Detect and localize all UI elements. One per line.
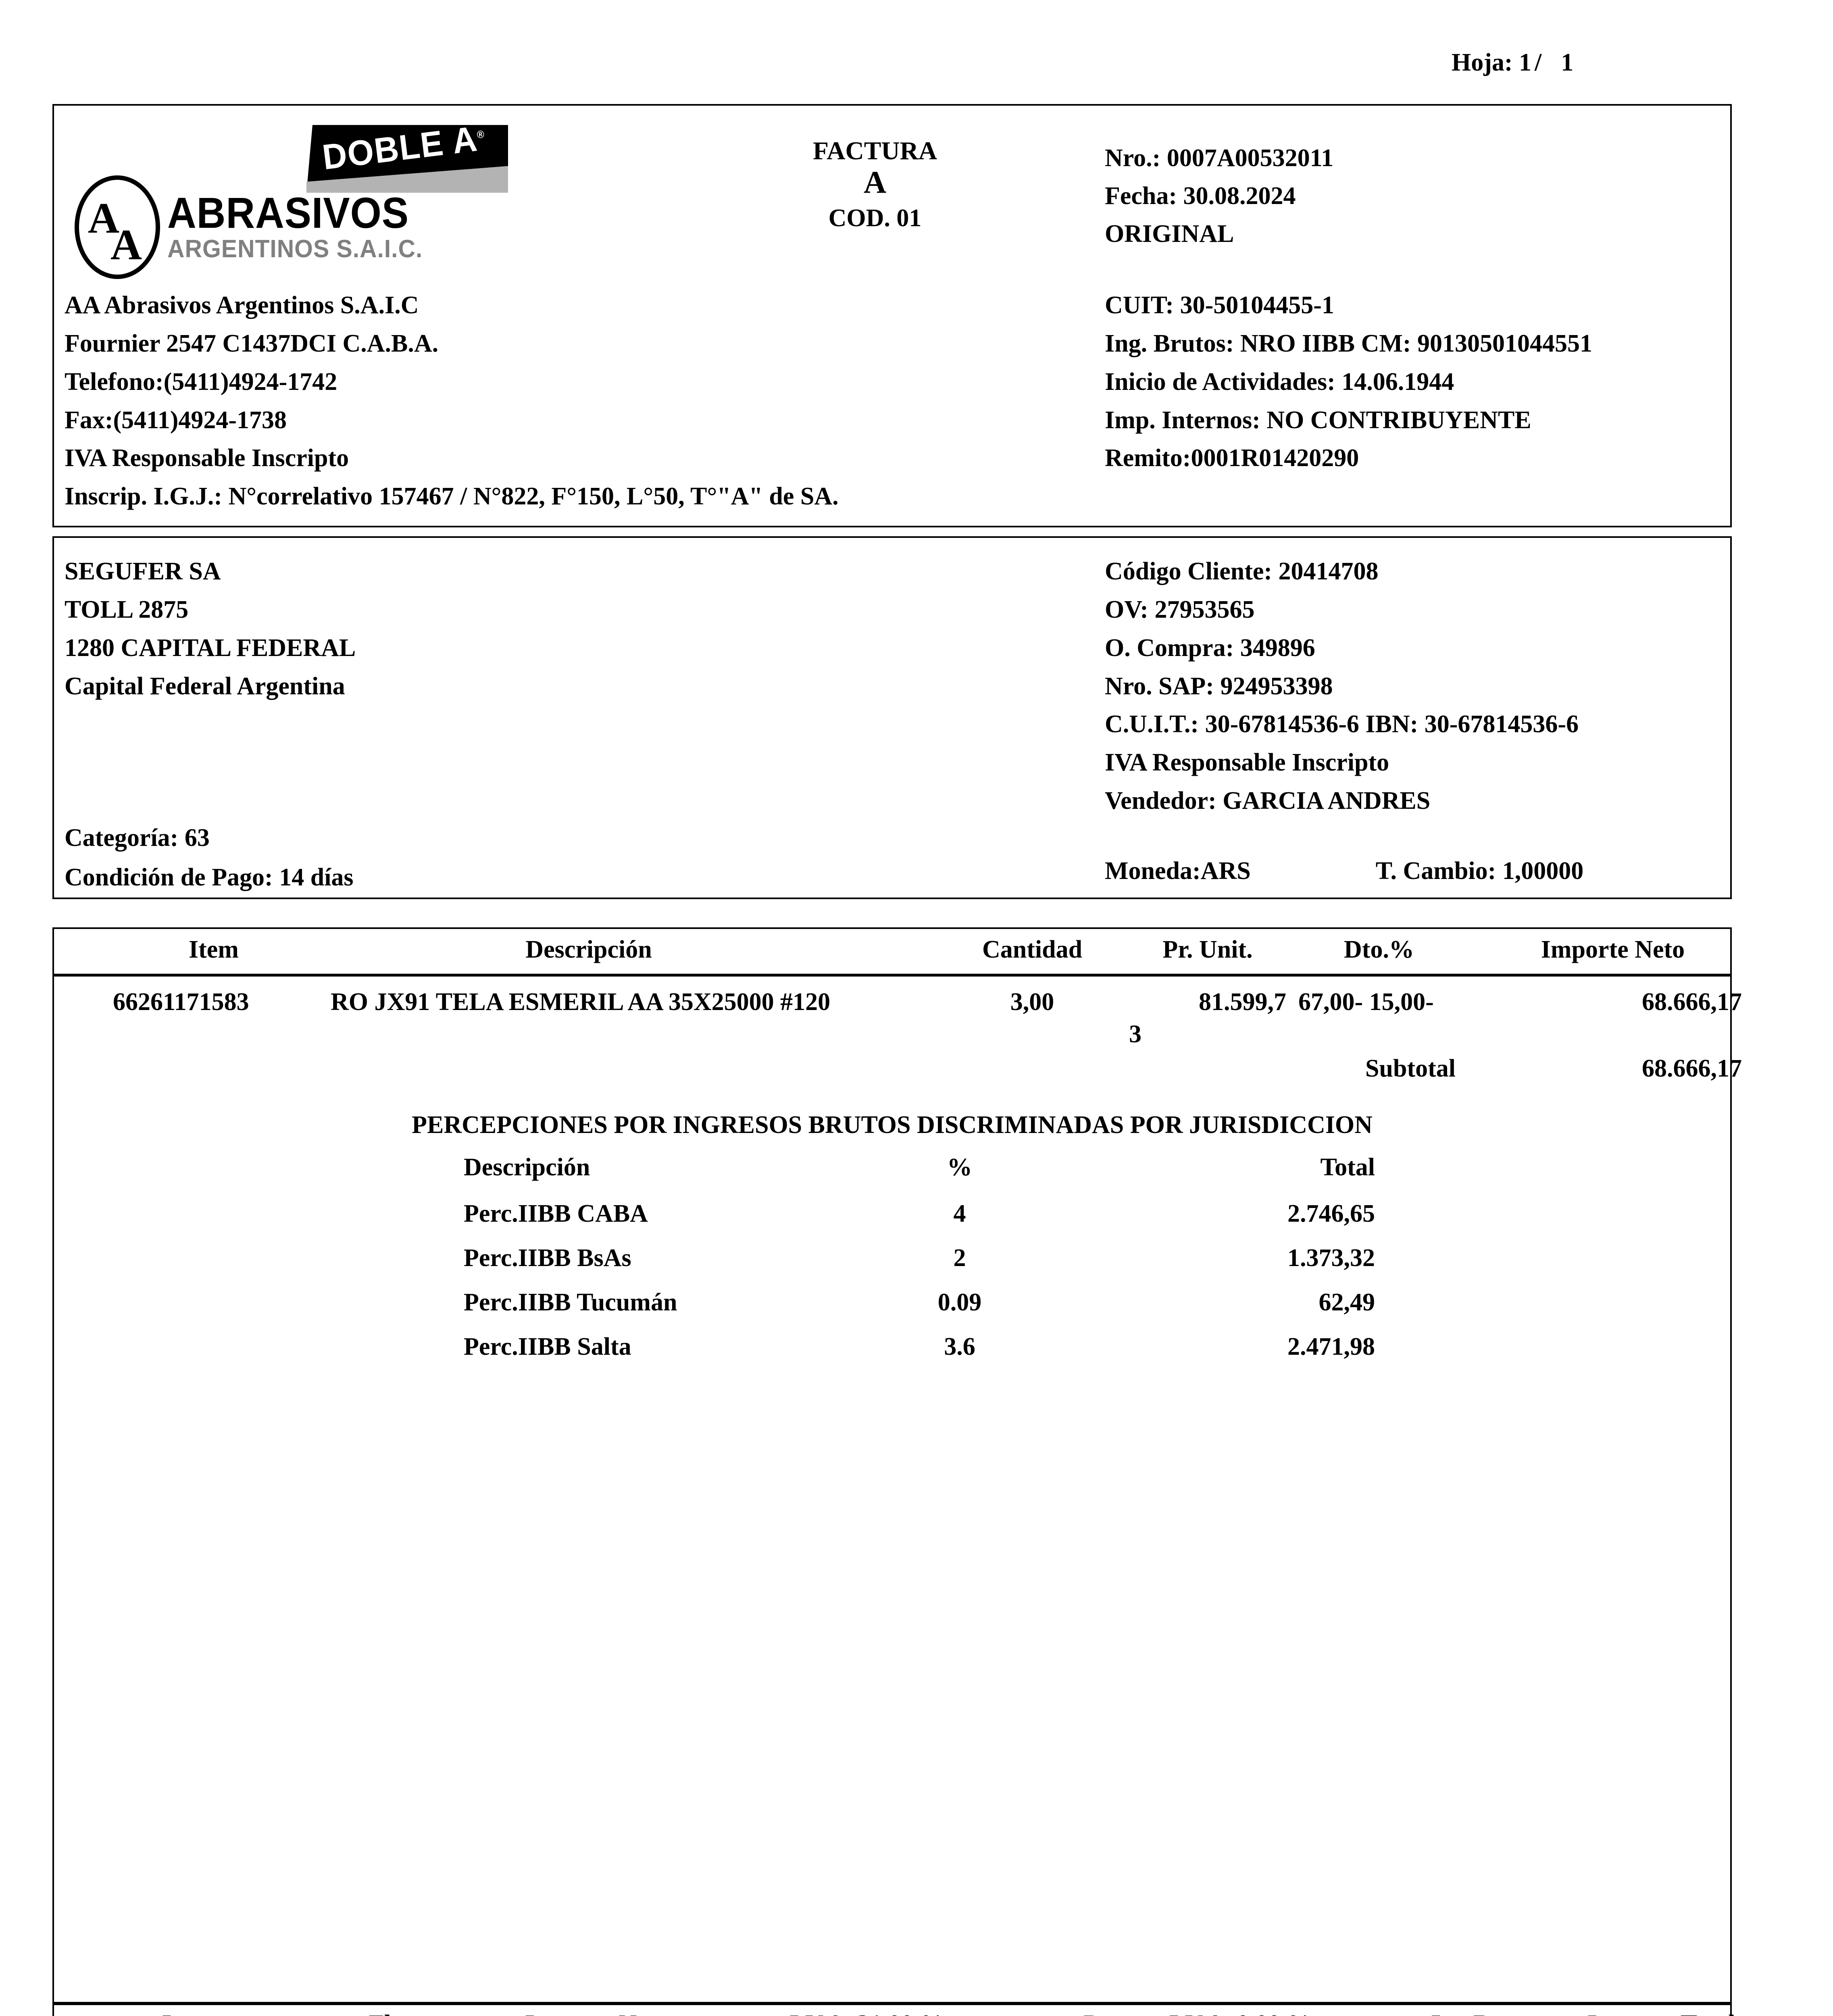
issuer-phone: Telefono:(5411)4924-1742 [65, 368, 337, 396]
registered-mark-icon: ® [476, 127, 486, 141]
customer-country: Capital Federal Argentina [65, 672, 345, 700]
perc-total: 2.746,65 [1287, 1200, 1375, 1227]
total-col-importe-total: Importe Total [1548, 2010, 1774, 2016]
subtotal-label: Subtotal [1365, 1055, 1456, 1082]
perc-pct: 0.09 [937, 1289, 982, 1316]
issuer-address: Fournier 2547 C1437DCI C.A.B.A. [65, 329, 439, 357]
issuer-details-right: CUIT: 30-50104455-1 Ing. Brutos: NRO IIB… [1105, 286, 1592, 477]
total-col-flete: Flete [331, 2010, 460, 2016]
issuer-name: AA Abrasivos Argentinos S.A.I.C [65, 292, 419, 319]
customer-details-right: Código Cliente: 20414708 OV: 27953565 O.… [1105, 552, 1579, 820]
cell-pr-unit: 81.599,7 [1199, 988, 1286, 1016]
exchange-rate-value: T. Cambio: 1,00000 [1375, 857, 1584, 885]
customer-box [52, 536, 1732, 899]
perc-pct: 3.6 [944, 1333, 975, 1360]
issuer-ingresos-brutos: Ing. Brutos: NRO IIBB CM: 90130501044551 [1105, 329, 1593, 357]
issuer-inicio-actividades: Inicio de Actividades: 14.06.1944 [1105, 368, 1454, 396]
subtotal-value: 68.666,17 [1642, 1055, 1742, 1082]
perc-pct: 4 [953, 1200, 966, 1227]
issuer-igj-registration: Inscrip. I.G.J.: N°correlativo 157467 / … [65, 483, 839, 510]
logo-letter-a-2: A [110, 221, 142, 269]
perc-col-header-pct: % [947, 1154, 972, 1181]
invoice-nro: Nro.: 0007A00532011 [1105, 144, 1334, 172]
perc-col-header-total: Total [1320, 1154, 1375, 1181]
invoice-fecha: Fecha: 30.08.2024 [1105, 182, 1296, 210]
page-number-header: Hoja: 1/1 [1452, 48, 1734, 77]
total-col-importe-neto: Importe Neto [476, 2010, 718, 2016]
total-col-ing-b: Ing.B. [1383, 2010, 1544, 2016]
logo-line-argentinos: ARGENTINOS S.A.I.C. [167, 235, 423, 263]
hoja-separator: / [1535, 49, 1542, 76]
customer-ov: OV: 27953565 [1105, 596, 1255, 623]
cell-cantidad: 3,00 [1010, 988, 1054, 1016]
issuer-fax: Fax:(5411)4924-1738 [65, 406, 287, 434]
cell-item-code: 66261171583 [113, 988, 249, 1016]
customer-code: Código Cliente: 20414708 [1105, 558, 1379, 585]
col-header-descripcion: Descripción [525, 936, 652, 963]
currency-row: Moneda:ARS T. Cambio: 1,00000 [1105, 857, 1583, 885]
logo-wordmark: ABRASIVOS ARGENTINOS S.A.I.C. [167, 191, 436, 263]
customer-condicion-pago: Condición de Pago: 14 días [65, 863, 354, 891]
invoice-cod: COD. 01 [828, 204, 922, 232]
perc-descripcion: Perc.IIBB Tucumán [464, 1289, 677, 1316]
col-header-cantidad: Cantidad [982, 936, 1083, 963]
col-header-item: Item [189, 936, 239, 963]
percepciones-title: PERCEPCIONES POR INGRESOS BRUTOS DISCRIM… [412, 1111, 1373, 1139]
cell-dto: 67,00- 15,00- [1298, 988, 1434, 1016]
total-col-importe: Importe [125, 2010, 286, 2016]
perc-descripcion: Perc.IIBB BsAs [464, 1244, 631, 1272]
customer-sap-number: Nro. SAP: 924953398 [1105, 672, 1333, 700]
issuer-cuit: CUIT: 30-50104455-1 [1105, 292, 1334, 319]
invoice-copia: ORIGINAL [1105, 220, 1234, 248]
customer-name: SEGUFER SA [65, 558, 221, 585]
logo-line-abrasivos: ABRASIVOS [167, 188, 409, 237]
cell-importe-neto: 68.666,17 [1642, 988, 1742, 1016]
col-header-dto: Dto.% [1344, 936, 1414, 963]
issuer-iva-condition: IVA Responsable Inscripto [65, 444, 349, 472]
perc-col-header-descripcion: Descripción [464, 1154, 590, 1181]
invoice-type-word: FACTURA [812, 136, 937, 165]
customer-iva-condition: IVA Responsable Inscripto [1105, 749, 1389, 777]
perc-total: 1.373,32 [1287, 1244, 1375, 1272]
total-col-iva: I.V.A. 21.00 % [738, 2010, 996, 2016]
line-items-header: Item Descripción Cantidad Pr. Unit. Dto.… [52, 935, 1732, 970]
aa-oval-icon: A A [75, 175, 160, 279]
logo-letter-a-1: A [88, 194, 119, 242]
total-col-percep-iva: Percep. I.V.A. 0.00 % [1012, 2010, 1383, 2016]
company-logo: A A ABRASIVOS ARGENTINOS S.A.I.C. [75, 175, 436, 279]
issuer-details-left: AA Abrasivos Argentinos S.A.I.C Fournier… [65, 286, 839, 516]
line-items-box [52, 927, 1732, 2004]
customer-details-left: SEGUFER SA TOLL 2875 1280 CAPITAL FEDERA… [65, 552, 356, 705]
customer-terms: Categoría: 63 Condición de Pago: 14 días [65, 818, 354, 898]
cell-descripcion: RO JX91 TELA ESMERIL AA 35X25000 #120 [331, 988, 831, 1016]
cell-pr-unit-continuation: 3 [1129, 1020, 1141, 1048]
customer-city-zip: 1280 CAPITAL FEDERAL [65, 634, 356, 662]
perc-total: 62,49 [1319, 1289, 1375, 1316]
perc-total: 2.471,98 [1287, 1333, 1375, 1360]
issuer-remito: Remito:0001R01420290 [1105, 444, 1359, 472]
customer-cuit: C.U.I.T.: 30-67814536-6 IBN: 30-67814536… [1105, 710, 1579, 738]
invoice-number-block: Nro.: 0007A00532011 Fecha: 30.08.2024 OR… [1105, 139, 1333, 253]
customer-salesperson: Vendedor: GARCIA ANDRES [1105, 787, 1431, 815]
customer-address: TOLL 2875 [65, 596, 189, 623]
hoja-label: Hoja: [1452, 49, 1513, 76]
line-items-header-rule [54, 974, 1730, 977]
totals-top-rule [54, 2002, 1730, 2005]
customer-purchase-order: O. Compra: 349896 [1105, 634, 1315, 662]
issuer-impuestos-internos: Imp. Internos: NO CONTRIBUYENTE [1105, 406, 1531, 434]
currency-value: Moneda:ARS [1105, 857, 1251, 885]
invoice-type-letter: A [863, 165, 887, 200]
perc-descripcion: Perc.IIBB CABA [464, 1200, 648, 1227]
doble-a-brand-logo: DOBLE A® [306, 119, 508, 193]
hoja-total: 1 [1561, 49, 1574, 76]
invoice-type-block: FACTURA A COD. 01 [782, 137, 968, 237]
perc-descripcion: Perc.IIBB Salta [464, 1333, 631, 1360]
col-header-pr-unit: Pr. Unit. [1162, 936, 1253, 963]
customer-categoria: Categoría: 63 [65, 824, 210, 852]
col-header-importe-neto: Importe Neto [1541, 936, 1685, 963]
hoja-current: 1 [1519, 49, 1532, 76]
perc-pct: 2 [953, 1244, 966, 1272]
